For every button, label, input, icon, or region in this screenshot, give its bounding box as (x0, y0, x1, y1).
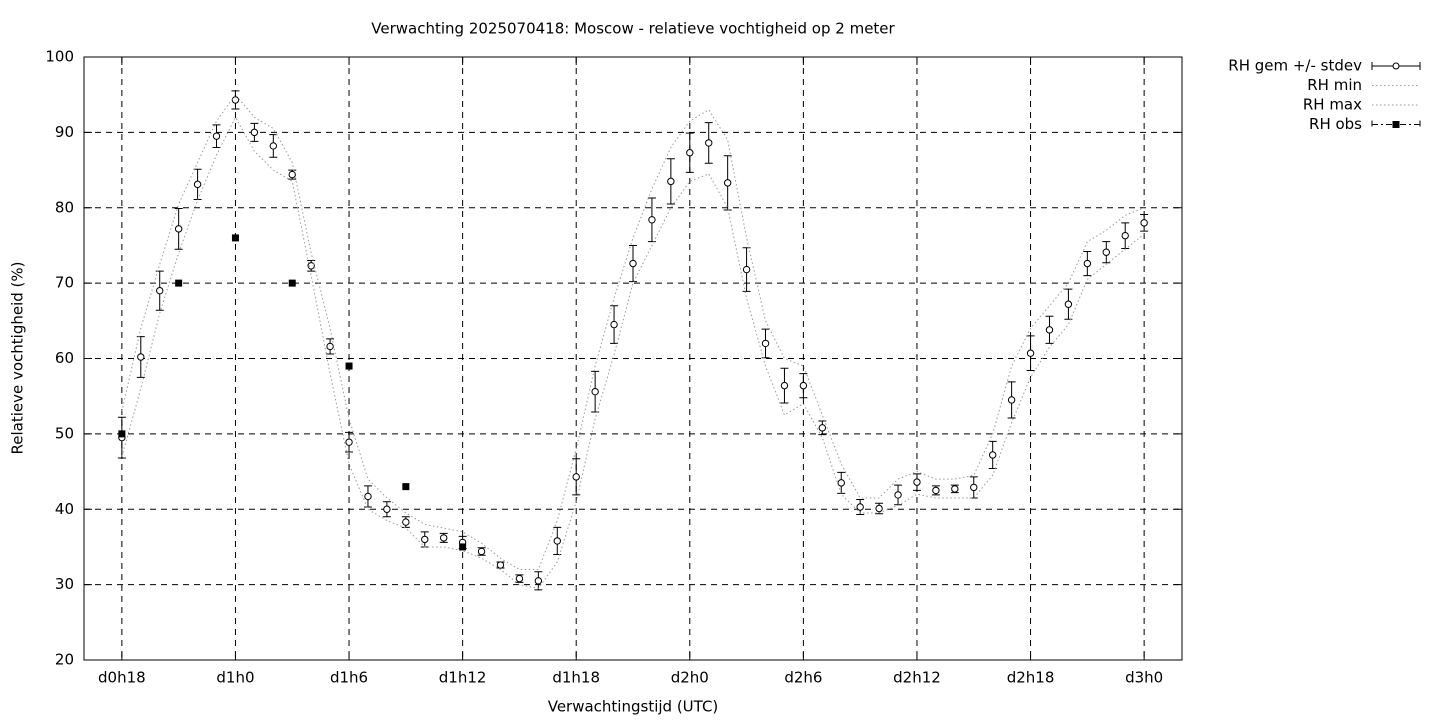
x-tick-label: d2h18 (1007, 669, 1055, 687)
obs-point (288, 279, 296, 287)
x-tick-label: d1h0 (216, 669, 254, 687)
mean-point (1026, 349, 1035, 357)
y-tick-label: 80 (55, 198, 74, 216)
legend-label: RH gem +/- stdev (1228, 57, 1362, 75)
mean-point (345, 438, 353, 446)
mean-point (1064, 300, 1073, 308)
mean-point (250, 128, 259, 137)
obs-point (345, 362, 353, 370)
mean-point (402, 518, 410, 526)
mean-point (610, 320, 618, 329)
mean-point (421, 535, 429, 544)
x-tick-label: d1h6 (330, 669, 368, 687)
mean-point (648, 216, 656, 224)
mean-point (856, 503, 864, 511)
mean-point (799, 381, 808, 390)
mean-point (137, 353, 145, 361)
mean-point (477, 547, 486, 556)
mean-point (894, 491, 902, 499)
mean-point (364, 492, 372, 501)
mean-point (932, 486, 940, 495)
obs-point (231, 234, 239, 242)
obs-point (175, 279, 183, 287)
y-tick-label: 100 (45, 48, 74, 66)
y-tick-label: 40 (55, 500, 74, 518)
legend-sample (1392, 121, 1400, 128)
legend-sample (1392, 62, 1400, 70)
x-tick-label: d1h12 (439, 669, 487, 687)
mean-point (742, 265, 751, 274)
mean-point (1083, 259, 1092, 268)
chart-title: Verwachting 2025070418: Moscow - relatie… (371, 20, 895, 38)
mean-point (174, 225, 183, 233)
mean-point (288, 170, 296, 179)
mean-point (761, 339, 770, 348)
y-tick-label: 50 (55, 424, 74, 442)
x-tick-label: d2h12 (893, 669, 941, 687)
mean-point (913, 478, 921, 486)
mean-point (307, 262, 315, 270)
x-tick-label: d1h18 (552, 669, 600, 687)
x-axis-label: Verwachtingstijd (UTC) (548, 698, 719, 716)
mean-point (1121, 231, 1129, 240)
mean-point (780, 381, 789, 390)
y-axis-label: Relatieve vochtigheid (%) (9, 261, 27, 454)
mean-point (534, 577, 543, 585)
y-tick-label: 60 (55, 349, 74, 367)
y-tick-label: 30 (55, 575, 74, 593)
mean-point (988, 451, 997, 459)
obs-point (459, 543, 467, 551)
mean-point (383, 505, 391, 513)
mean-point (629, 259, 637, 268)
mean-point (705, 139, 713, 147)
y-tick-label: 20 (55, 651, 74, 669)
obs-point (402, 483, 410, 491)
plot-frame (83, 56, 1183, 661)
mean-point (686, 149, 694, 157)
x-tick-label: d3h0 (1125, 669, 1163, 687)
min-max-line (121, 93, 1145, 571)
legend-label: RH max (1303, 96, 1362, 114)
mean-point (667, 177, 675, 186)
mean-point (326, 342, 334, 351)
mean-point (591, 387, 599, 396)
mean-point (231, 96, 240, 104)
obs-point (118, 430, 126, 438)
legend-label: RH obs (1309, 115, 1362, 133)
x-tick-label: d2h0 (671, 669, 709, 687)
mean-point (269, 142, 278, 150)
x-tick-label: d0h18 (98, 669, 146, 687)
mean-point (496, 561, 505, 569)
mean-point (723, 179, 732, 187)
mean-point (193, 180, 202, 189)
y-tick-label: 70 (55, 274, 74, 292)
mean-point (572, 473, 580, 481)
mean-point (439, 534, 448, 542)
mean-point (1007, 396, 1016, 404)
min-max-line (121, 116, 1145, 589)
mean-point (1045, 326, 1054, 334)
mean-point (1102, 248, 1110, 256)
mean-point (553, 537, 561, 545)
mean-point (837, 479, 845, 487)
x-tick-label: d2h6 (784, 669, 822, 687)
mean-point (951, 485, 959, 493)
mean-point (515, 574, 524, 583)
mean-point (875, 504, 883, 513)
mean-point (212, 132, 221, 140)
legend-label: RH min (1307, 76, 1362, 94)
mean-point (1140, 219, 1148, 227)
mean-point (970, 483, 978, 492)
mean-point (156, 286, 164, 295)
y-tick-label: 90 (55, 123, 74, 141)
mean-point (818, 424, 827, 432)
